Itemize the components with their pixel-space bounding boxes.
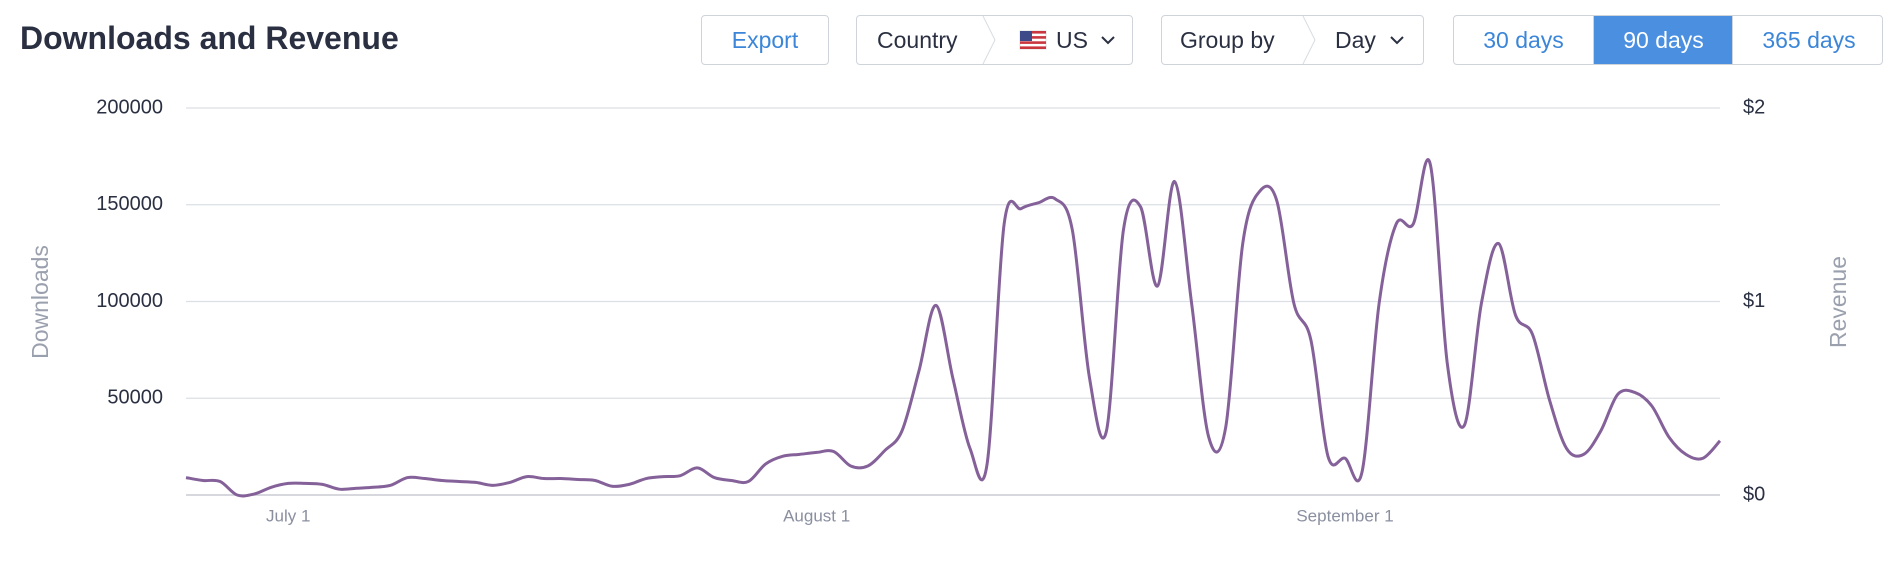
y2-tick-label: $0 [1743, 483, 1765, 505]
country-decor [982, 16, 1115, 64]
y-tick-label: 200000 [96, 96, 163, 118]
x-tick-label: July 1 [266, 506, 310, 525]
country-label: Country [877, 26, 958, 53]
y2-axis-label: Revenue [1825, 256, 1851, 348]
y-axis-label: Downloads [27, 245, 53, 359]
x-tick-label: August 1 [783, 506, 850, 525]
chart-title: Downloads and Revenue [20, 20, 399, 56]
range-button[interactable]: 365 days [1732, 16, 1882, 64]
group-label: Group by [1180, 26, 1275, 53]
country-value: US [1056, 26, 1088, 53]
export-button[interactable]: Export [701, 15, 829, 65]
country-select[interactable]: Country US [856, 15, 1133, 65]
y2-tick-label: $2 [1743, 96, 1765, 118]
y-tick-label: 50000 [107, 387, 163, 409]
line-series [185, 158, 1722, 498]
y-tick-label: 100000 [96, 290, 163, 312]
y2-tick-label: $1 [1743, 290, 1765, 312]
group-decor [1302, 16, 1404, 64]
range-button[interactable]: 90 days [1593, 16, 1733, 64]
group-select[interactable]: Group by Day [1161, 15, 1424, 65]
range-button[interactable]: 30 days [1483, 26, 1564, 53]
group-value: Day [1335, 26, 1376, 53]
range-selector: 30 days 90 days 365 days [1453, 15, 1883, 65]
y-tick-label: 150000 [96, 193, 163, 215]
x-tick-label: September 1 [1296, 506, 1393, 525]
